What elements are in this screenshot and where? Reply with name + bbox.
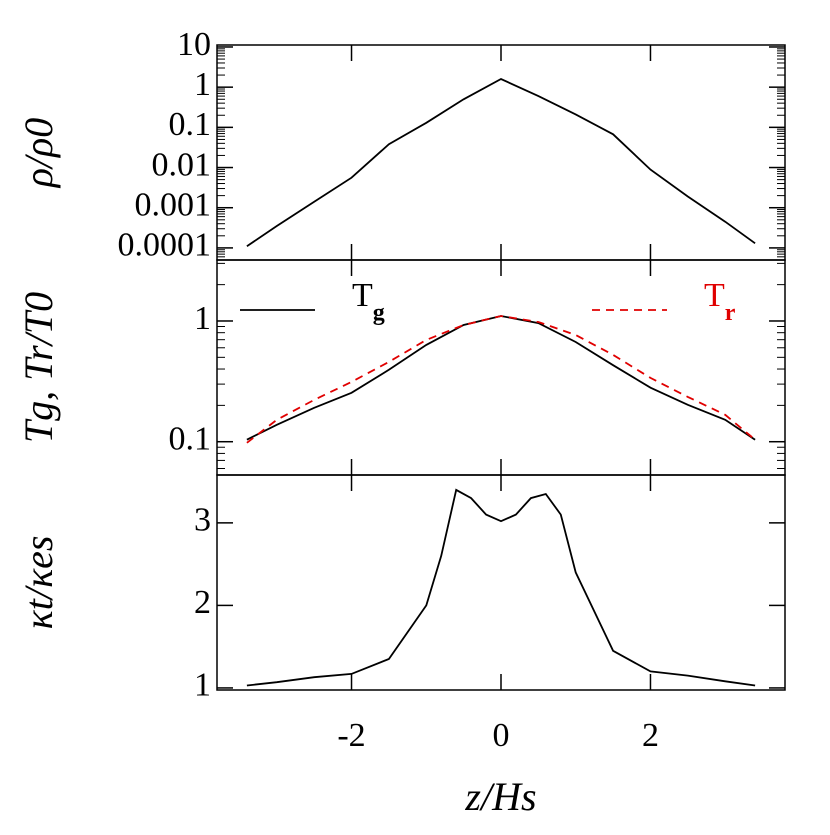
y-tick-label: 3 xyxy=(194,502,211,539)
plot-frame xyxy=(216,44,786,261)
y-tick-label: 1 xyxy=(194,300,211,337)
y-tick-label: 0.1 xyxy=(169,106,212,143)
y-axis-label: Tg, Tr/T0 xyxy=(16,292,61,443)
legend-label-main: T xyxy=(352,277,373,314)
data-line xyxy=(246,315,756,444)
y-tick-label: 0.0001 xyxy=(118,227,212,264)
y-tick-label: 1 xyxy=(194,667,211,704)
data-line xyxy=(246,488,756,687)
x-tick-label: -2 xyxy=(337,717,365,754)
y-tick-label: 1 xyxy=(194,66,211,103)
y-tick-label: 0.001 xyxy=(135,187,212,224)
data-line xyxy=(246,77,756,247)
plot-frame xyxy=(216,259,786,476)
y-tick-label: 10 xyxy=(177,26,211,63)
y-tick-label: 2 xyxy=(194,584,211,621)
legend-label-main: T xyxy=(704,277,725,314)
y-axis-label: ρ/ρ0 xyxy=(16,118,61,190)
legend-label: Tr xyxy=(704,277,736,326)
y-tick-label: 0.1 xyxy=(169,421,212,458)
x-axis-label: z/Hs xyxy=(464,774,536,819)
x-tick-label: 2 xyxy=(642,717,659,754)
y-axis-label: κt/κes xyxy=(16,536,61,630)
legend-label-sub: r xyxy=(725,300,736,326)
x-tick-label: 0 xyxy=(493,717,510,754)
plot-frame xyxy=(216,474,786,691)
y-tick-label: 0.01 xyxy=(152,146,212,183)
legend-label: Tg xyxy=(352,277,385,326)
legend-label-sub: g xyxy=(373,300,385,326)
data-line xyxy=(246,315,756,441)
